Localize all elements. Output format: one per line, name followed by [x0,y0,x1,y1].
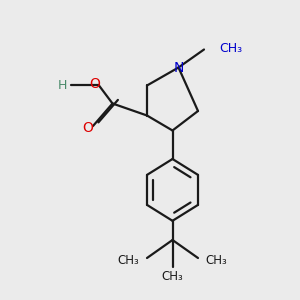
Text: O: O [82,121,93,134]
Text: N: N [173,61,184,74]
Text: H: H [58,79,68,92]
Text: CH₃: CH₃ [162,270,183,283]
Text: CH₃: CH₃ [118,254,140,267]
Text: O: O [89,77,100,91]
Text: CH₃: CH₃ [219,41,242,55]
Text: CH₃: CH₃ [206,254,227,267]
